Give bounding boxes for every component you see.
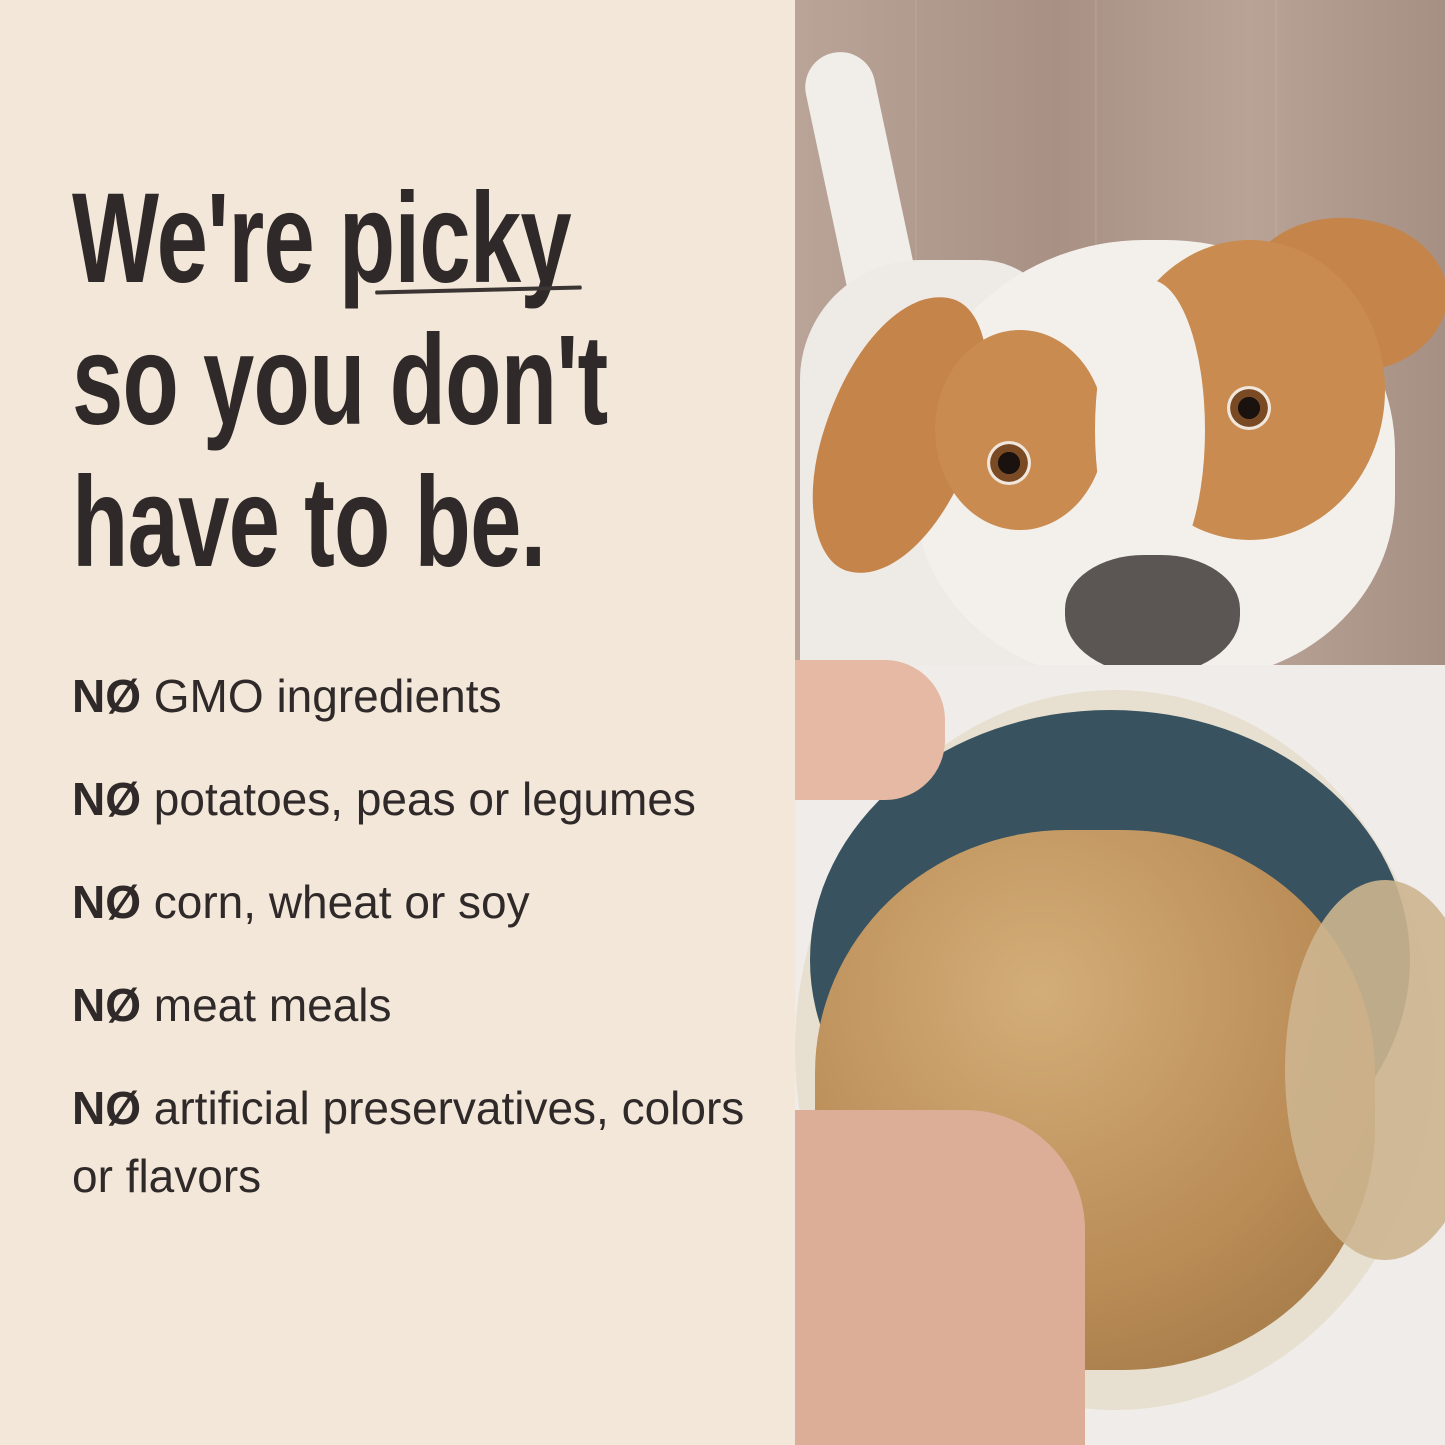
claim-prefix: NØ (72, 670, 141, 722)
hand (795, 660, 945, 800)
claim-item: NØ corn, wheat or soy (72, 868, 772, 936)
headline-prefix: We're (72, 167, 339, 310)
dog-eye (1227, 386, 1271, 430)
claim-prefix: NØ (72, 1082, 141, 1134)
headline-line-2: so you don't (72, 309, 608, 452)
claims-list: NØ GMO ingredients NØ potatoes, peas or … (72, 662, 772, 1245)
claim-item: NØ artificial preservatives, colors or f… (72, 1074, 772, 1210)
dog-eye (987, 441, 1031, 485)
dog-photo (795, 0, 1445, 1445)
claim-text: potatoes, peas or legumes (141, 773, 696, 825)
scoop (1285, 880, 1445, 1260)
claim-item: NØ potatoes, peas or legumes (72, 765, 772, 833)
hand (795, 1110, 1085, 1445)
claim-text: corn, wheat or soy (141, 876, 530, 928)
text-panel: We're picky so you don't have to be. NØ … (72, 167, 792, 1245)
dog-face-patch (935, 330, 1105, 530)
claim-prefix: NØ (72, 979, 141, 1031)
claim-text: GMO ingredients (141, 670, 502, 722)
claim-prefix: NØ (72, 773, 141, 825)
claim-text: meat meals (141, 979, 392, 1031)
headline-emphasis: picky (339, 168, 582, 310)
headline-line-3: have to be. (72, 451, 546, 594)
claim-prefix: NØ (72, 876, 141, 928)
claim-item: NØ GMO ingredients (72, 662, 772, 730)
headline-line-1: We're picky (72, 168, 792, 310)
dog-nose (1065, 555, 1240, 675)
claim-text: artificial preservatives, colors or flav… (72, 1082, 745, 1202)
dog-blaze (1095, 280, 1205, 580)
claim-item: NØ meat meals (72, 971, 772, 1039)
headline: We're picky so you don't have to be. (72, 168, 792, 594)
